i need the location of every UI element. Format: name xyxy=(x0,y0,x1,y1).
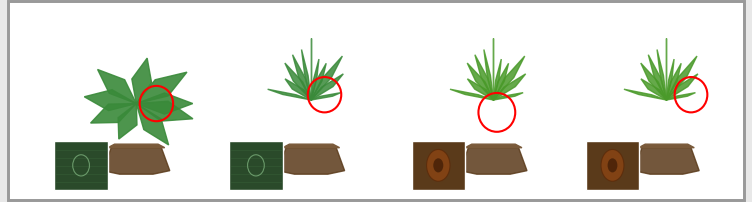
Polygon shape xyxy=(311,64,326,101)
Text: B: B xyxy=(418,34,429,48)
Polygon shape xyxy=(268,90,311,101)
Polygon shape xyxy=(666,75,698,101)
Polygon shape xyxy=(311,57,342,101)
Polygon shape xyxy=(285,64,311,101)
Polygon shape xyxy=(648,56,666,101)
Polygon shape xyxy=(475,56,493,101)
Polygon shape xyxy=(666,60,674,101)
Polygon shape xyxy=(493,64,508,101)
Polygon shape xyxy=(467,64,493,101)
Polygon shape xyxy=(84,90,136,111)
Polygon shape xyxy=(136,94,193,115)
Polygon shape xyxy=(468,79,493,101)
Polygon shape xyxy=(450,90,493,101)
Polygon shape xyxy=(118,104,137,139)
Polygon shape xyxy=(302,50,311,101)
Polygon shape xyxy=(136,73,187,104)
Bar xyxy=(229,141,283,190)
Ellipse shape xyxy=(433,159,443,173)
Polygon shape xyxy=(493,57,525,101)
Polygon shape xyxy=(108,144,165,148)
Bar xyxy=(587,141,638,190)
Polygon shape xyxy=(285,79,311,101)
Polygon shape xyxy=(638,144,694,148)
Ellipse shape xyxy=(426,150,450,181)
Polygon shape xyxy=(283,144,340,148)
Polygon shape xyxy=(641,64,666,101)
Polygon shape xyxy=(666,57,697,101)
Polygon shape xyxy=(311,75,344,101)
Polygon shape xyxy=(657,50,666,101)
Polygon shape xyxy=(311,93,341,101)
Polygon shape xyxy=(666,93,696,101)
Bar xyxy=(54,141,108,190)
Polygon shape xyxy=(136,102,193,122)
Polygon shape xyxy=(493,60,502,101)
Ellipse shape xyxy=(601,150,624,181)
Polygon shape xyxy=(103,148,170,174)
Polygon shape xyxy=(293,56,311,101)
Polygon shape xyxy=(493,75,526,101)
Polygon shape xyxy=(484,50,493,101)
Polygon shape xyxy=(634,148,699,174)
Polygon shape xyxy=(460,148,527,174)
Polygon shape xyxy=(132,59,152,104)
Polygon shape xyxy=(136,104,168,145)
Polygon shape xyxy=(624,90,666,101)
Ellipse shape xyxy=(608,159,617,173)
Polygon shape xyxy=(465,144,522,148)
Bar xyxy=(411,141,465,190)
Polygon shape xyxy=(666,64,681,101)
FancyBboxPatch shape xyxy=(8,2,744,200)
Text: A: A xyxy=(61,34,71,48)
Polygon shape xyxy=(98,70,136,104)
Polygon shape xyxy=(90,104,136,123)
Polygon shape xyxy=(641,79,666,101)
Polygon shape xyxy=(277,148,344,174)
Polygon shape xyxy=(493,93,523,101)
Polygon shape xyxy=(311,60,319,101)
